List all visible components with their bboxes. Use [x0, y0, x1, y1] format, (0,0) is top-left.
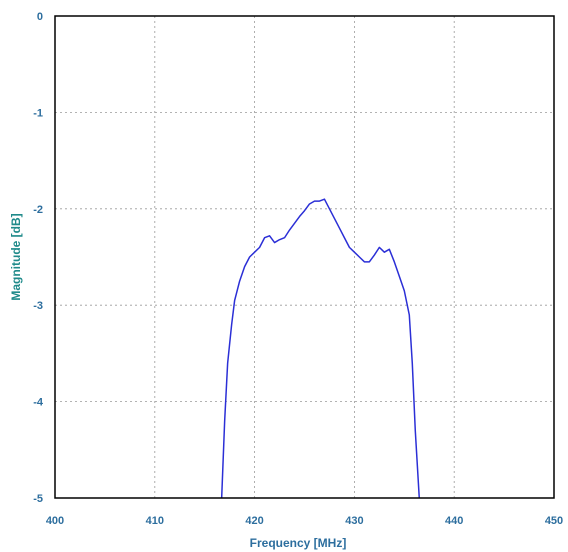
magnitude-series-line: [220, 198, 421, 499]
x-tick-label: 420: [245, 515, 263, 527]
x-tick-label: 440: [445, 515, 463, 527]
series-layer: [220, 198, 421, 499]
y-tick-label: -1: [33, 107, 43, 119]
x-tick-label: 430: [345, 515, 363, 527]
tick-labels: 400 410 420 430 440 450 0 -1 -2 -3 -4 -5: [33, 11, 563, 527]
y-axis-label: Magnitude [dB]: [9, 213, 23, 300]
y-tick-label: -4: [33, 397, 44, 409]
grid: [55, 16, 554, 498]
x-tick-label: 410: [146, 515, 164, 527]
y-tick-label: -5: [33, 493, 43, 505]
y-tick-label: -3: [33, 300, 43, 312]
x-tick-label: 450: [545, 515, 563, 527]
y-tick-label: 0: [37, 11, 43, 23]
plot-frame: [54, 15, 555, 499]
x-axis-label: Frequency [MHz]: [250, 536, 347, 550]
y-tick-label: -2: [33, 204, 43, 216]
x-tick-label: 400: [46, 515, 64, 527]
